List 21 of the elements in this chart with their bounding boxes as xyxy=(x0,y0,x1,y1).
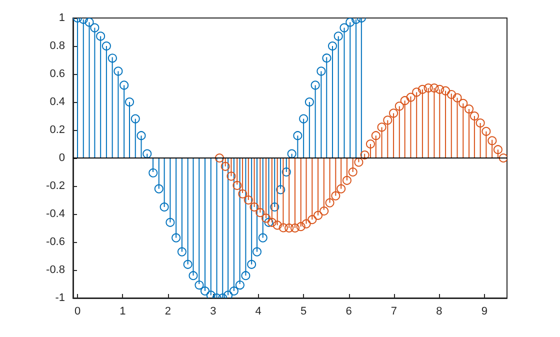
y-tick-label: -0.4 xyxy=(46,208,65,220)
x-tick-label: 8 xyxy=(436,306,442,318)
x-tick-label: 6 xyxy=(346,306,352,318)
y-tick-label: 0.2 xyxy=(50,124,65,136)
x-tick-label: 1 xyxy=(120,306,126,318)
y-tick-label: 0.6 xyxy=(50,68,65,80)
y-tick-label: -0.8 xyxy=(46,264,65,276)
x-tick-label: 2 xyxy=(164,306,171,318)
y-tick-label: 1 xyxy=(58,12,65,24)
x-tick-label: 7 xyxy=(390,306,398,318)
y-tick-label: -1 xyxy=(55,292,65,304)
x-tick-label: 3 xyxy=(210,306,216,318)
x-tick-label: 5 xyxy=(300,306,307,318)
x-tick-label: 4 xyxy=(255,306,262,318)
y-tick-label: 0.4 xyxy=(50,96,65,108)
y-tick-label: -0.6 xyxy=(46,236,65,248)
x-tick-label: 0 xyxy=(74,306,81,318)
y-tick-label: -0.2 xyxy=(46,180,65,192)
y-tick-label: 0 xyxy=(58,152,65,164)
y-tick-label: 0.8 xyxy=(50,40,65,52)
x-tick-label: 9 xyxy=(481,306,488,318)
